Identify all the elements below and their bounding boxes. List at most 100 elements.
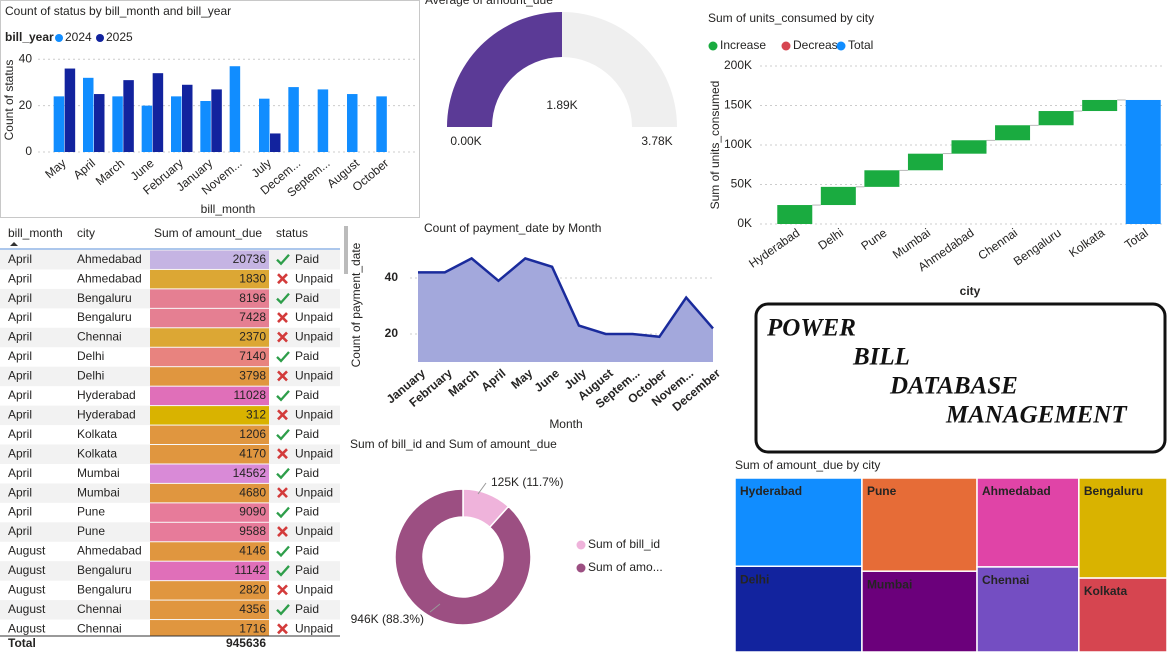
status-icon (277, 584, 288, 596)
status-icon (277, 526, 288, 537)
bar (171, 96, 182, 152)
cell-background (150, 386, 269, 406)
text-box-line: DATABASE (889, 373, 1018, 400)
cell: April (8, 524, 32, 538)
cell: Paid (295, 427, 319, 441)
cell-background (150, 367, 269, 386)
scrollbar[interactable] (344, 226, 348, 274)
bar (270, 133, 281, 152)
cell: 11142 (234, 563, 266, 577)
leader-line (477, 482, 487, 495)
waterfall-bar (820, 186, 856, 206)
sort-arrow[interactable] (10, 242, 18, 246)
y-tick-label: 20 (385, 326, 399, 340)
tile-label: Bengaluru (1084, 484, 1143, 498)
cell: August (8, 602, 46, 616)
cell: 7140 (239, 349, 266, 363)
treemap-tile (1078, 577, 1167, 652)
cell: August (8, 621, 46, 635)
bar (288, 87, 299, 152)
cell: Unpaid (295, 369, 333, 383)
cell: April (8, 485, 32, 499)
column-header: status (276, 226, 308, 240)
text-box-line: POWER (766, 315, 856, 342)
legend-title: bill_year (5, 30, 54, 44)
cell: Paid (295, 466, 319, 480)
legend-label: 2024 (65, 30, 92, 44)
cell: Unpaid (295, 524, 333, 538)
cell: Paid (295, 291, 319, 305)
area-line (418, 256, 714, 339)
tile-label: Mumbai (867, 577, 912, 591)
leader-line (429, 603, 441, 613)
status-icon (276, 429, 290, 441)
cell: 4146 (239, 544, 266, 558)
cell: Paid (295, 602, 319, 616)
cell: Unpaid (295, 583, 333, 597)
cell: 4170 (239, 446, 266, 460)
cell: April (8, 427, 32, 441)
cell: Bengaluru (77, 583, 132, 597)
x-tick-label: May (42, 156, 68, 181)
column-header: Sum of amount_due (154, 226, 262, 240)
cell: Paid (295, 252, 319, 266)
bar (200, 101, 211, 152)
bar (64, 68, 76, 152)
cell: Hyderabad (77, 388, 136, 402)
cell: 14562 (233, 466, 267, 480)
y-tick-label: 0 (25, 144, 32, 158)
cell: April (8, 291, 32, 305)
bar (123, 80, 134, 152)
chart-title: Sum of units_consumed by city (708, 11, 874, 25)
cell: April (8, 369, 32, 383)
x-tick-label: June (532, 366, 563, 395)
bar (211, 89, 222, 152)
cell: Pune (77, 524, 105, 538)
cell: Paid (295, 349, 319, 363)
gauge-max-label: 3.78K (641, 134, 672, 148)
y-tick-label: 200K (724, 58, 752, 72)
cell: 4356 (239, 602, 266, 616)
cell: April (8, 271, 32, 285)
area-fill (418, 258, 713, 362)
legend-label: Sum of bill_id (588, 537, 660, 551)
x-tick-label: Pune (858, 225, 889, 253)
x-axis-label: city (960, 284, 981, 298)
y-axis-label: Count of payment_date (349, 242, 363, 367)
cell: Paid (295, 544, 319, 558)
cell: Unpaid (295, 310, 333, 324)
cell: April (8, 407, 32, 421)
legend-label: Total (848, 38, 873, 52)
cell: Delhi (77, 349, 104, 363)
x-tick-label: March (446, 366, 482, 399)
legend-marker (781, 41, 791, 51)
cell: Unpaid (295, 407, 333, 421)
cell: Unpaid (295, 485, 333, 499)
bar (112, 96, 123, 152)
cell: Delhi (77, 369, 104, 383)
y-tick-label: 40 (385, 270, 399, 284)
tile-label: Hyderabad (740, 484, 802, 498)
cell-background (150, 308, 269, 328)
text-box-line: BILL (852, 344, 910, 371)
cell: April (8, 505, 32, 519)
cell-background (150, 522, 269, 542)
cell: Ahmedabad (77, 271, 142, 285)
legend-marker (576, 563, 586, 573)
visual-border (0, 0, 420, 218)
cell: 1206 (239, 427, 266, 441)
bar (141, 105, 153, 152)
cell: Bengaluru (77, 563, 132, 577)
bar (182, 84, 193, 152)
waterfall-bar (1082, 99, 1118, 112)
cell: Unpaid (295, 446, 333, 460)
x-axis-label: bill_month (201, 202, 256, 216)
status-icon (277, 487, 288, 499)
cell: 3798 (239, 369, 266, 383)
y-tick-label: 50K (731, 177, 752, 191)
status-icon (276, 545, 290, 558)
cell: Mumbai (77, 485, 120, 499)
status-icon (276, 390, 290, 402)
cell: Chennai (77, 621, 122, 635)
